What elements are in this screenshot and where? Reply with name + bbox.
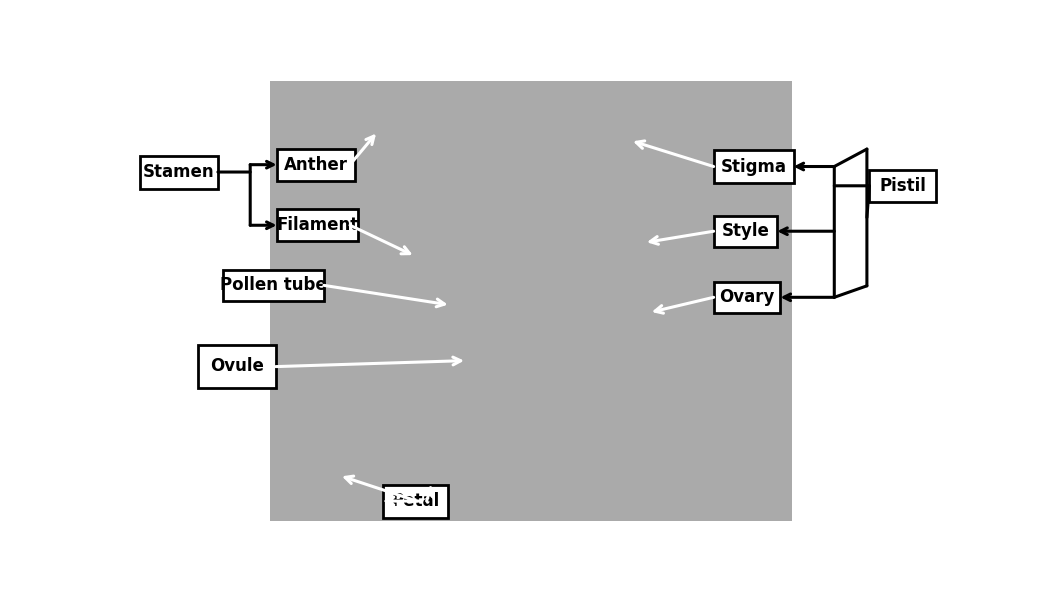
FancyBboxPatch shape: [713, 216, 777, 247]
Text: Ovary: Ovary: [720, 288, 774, 306]
FancyBboxPatch shape: [140, 156, 218, 188]
FancyBboxPatch shape: [277, 209, 358, 241]
FancyBboxPatch shape: [383, 485, 448, 517]
Text: Style: Style: [722, 222, 769, 240]
FancyBboxPatch shape: [869, 170, 936, 202]
Text: Anther: Anther: [284, 156, 348, 173]
Text: Pollen tube: Pollen tube: [220, 277, 327, 294]
FancyBboxPatch shape: [277, 148, 355, 181]
Text: Ovule: Ovule: [210, 358, 264, 375]
FancyBboxPatch shape: [713, 282, 781, 313]
FancyBboxPatch shape: [270, 80, 792, 522]
Text: Stamen: Stamen: [143, 163, 215, 181]
FancyBboxPatch shape: [713, 150, 793, 182]
FancyBboxPatch shape: [223, 270, 324, 301]
Text: Pistil: Pistil: [879, 177, 926, 195]
FancyBboxPatch shape: [199, 344, 276, 388]
Text: Petal: Petal: [391, 492, 440, 510]
Text: Stigma: Stigma: [721, 157, 787, 175]
Text: Filament: Filament: [277, 216, 359, 234]
